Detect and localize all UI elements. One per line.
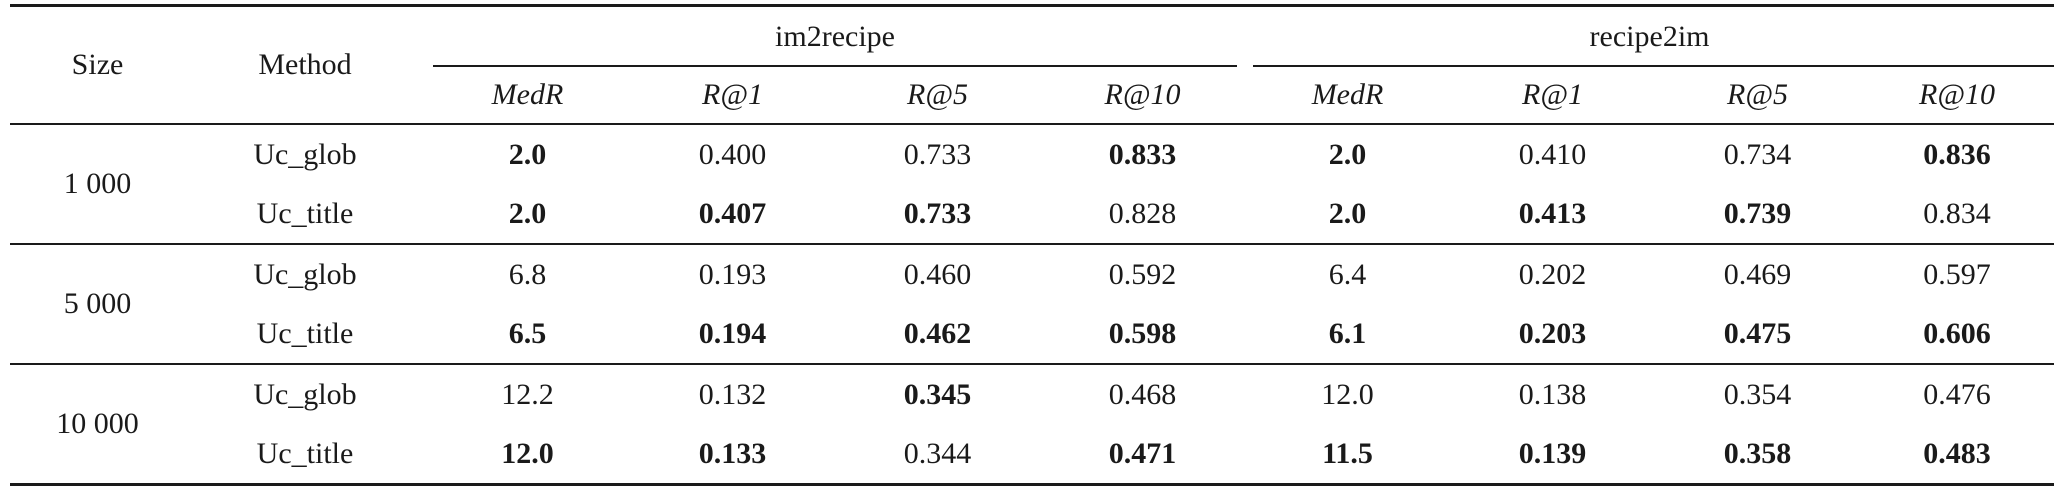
value-cell: 0.344 <box>835 424 1040 486</box>
value-cell: 0.358 <box>1655 424 1861 486</box>
value-cell: 0.834 <box>1860 184 2055 245</box>
header-metric: R@10 <box>1860 67 2055 125</box>
value-cell: 0.193 <box>698 257 767 291</box>
value-cell: 0.733 <box>835 184 1040 245</box>
value-cell: 6.5 <box>425 304 630 365</box>
value-cell: 2.0 <box>425 184 630 245</box>
value-cell: 6.1 <box>1245 304 1451 365</box>
method-cell: Uc_title <box>185 304 425 365</box>
value-cell: 0.354 <box>1723 377 1792 411</box>
table-row: Uc_title 12.0 0.133 0.344 0.471 11.5 0.139 0.35… <box>10 424 2055 486</box>
method-cell: Uc_title <box>185 424 425 486</box>
header-group-recipe2im: recipe2im <box>1245 4 2055 68</box>
value-cell: 12.0 <box>1321 377 1374 411</box>
value-cell: 0.598 <box>1040 304 1246 365</box>
value-cell: 0.400 <box>698 137 767 171</box>
table-row: 5 000 Uc_glob 6.8 0.193 0.460 0.592 6.4 0.202 0.… <box>10 244 2054 365</box>
value-cell: 6.8 <box>508 257 547 291</box>
header-metric: R@1 <box>1450 67 1656 125</box>
value-cell: 0.739 <box>1655 184 1861 245</box>
value-cell: 0.734 <box>1723 137 1792 171</box>
value-cell: 6.4 <box>1328 257 1367 291</box>
value-cell: 0.202 <box>1518 257 1587 291</box>
value-cell: 0.138 <box>1518 377 1587 411</box>
value-cell: 0.132 <box>698 377 767 411</box>
value-cell: 0.413 <box>1450 184 1656 245</box>
value-cell: 0.462 <box>835 304 1040 365</box>
value-cell: 0.836 <box>1923 137 1991 171</box>
header-method: Method <box>185 4 425 125</box>
table-row: Uc_title 2.0 0.407 0.733 0.828 2.0 0.413 0.739 0… <box>10 184 2055 245</box>
value-cell: 0.203 <box>1450 304 1656 365</box>
size-cell: 10 000 <box>10 364 185 486</box>
value-cell: 0.733 <box>903 137 972 171</box>
table-row: Uc_title 6.5 0.194 0.462 0.598 6.1 0.203 0.475 0… <box>10 304 2055 365</box>
value-cell: 0.468 <box>1108 377 1177 411</box>
value-cell: 0.345 <box>903 377 972 411</box>
method-cell: Uc_title <box>185 184 425 245</box>
value-cell: 0.407 <box>630 184 835 245</box>
header-metric: R@1 <box>630 67 835 125</box>
value-cell: 0.460 <box>903 257 972 291</box>
method-cell: Uc_glob <box>253 257 357 291</box>
table-body: 1 000 Uc_glob 2.0 0.400 0.733 0.833 2.0 0.410 0.… <box>10 124 2055 486</box>
header-group-im2recipe: im2recipe <box>425 4 1246 68</box>
table-row: 10 000 Uc_glob 12.2 0.132 0.345 0.468 12.0 0.13… <box>10 364 2054 486</box>
value-cell: 0.133 <box>630 424 835 486</box>
value-cell: 2.0 <box>1328 137 1367 171</box>
value-cell: 0.475 <box>1655 304 1861 365</box>
header-metric: MedR <box>1245 67 1451 125</box>
value-cell: 0.410 <box>1518 137 1587 171</box>
value-cell: 0.833 <box>1108 137 1177 171</box>
value-cell: 0.592 <box>1108 257 1177 291</box>
method-cell: Uc_glob <box>253 377 357 411</box>
value-cell: 0.483 <box>1860 424 2055 486</box>
results-table: Size Method im2recipe recipe2im MedR R@1… <box>10 4 2055 486</box>
size-cell: 1 000 <box>10 124 185 245</box>
header-metric: R@10 <box>1040 67 1246 125</box>
value-cell: 2.0 <box>508 137 547 171</box>
value-cell: 12.0 <box>425 424 630 486</box>
size-cell: 5 000 <box>10 244 185 365</box>
table-header: Size Method im2recipe recipe2im MedR R@1… <box>10 4 2055 125</box>
value-cell: 0.476 <box>1923 377 1991 411</box>
table-row: 1 000 Uc_glob 2.0 0.400 0.733 0.833 2.0 0.410 0.… <box>10 124 2054 245</box>
method-cell: Uc_glob <box>253 137 357 171</box>
value-cell: 0.597 <box>1923 257 1991 291</box>
value-cell: 11.5 <box>1245 424 1451 486</box>
value-cell: 0.606 <box>1860 304 2055 365</box>
header-size: Size <box>10 4 185 125</box>
value-cell: 2.0 <box>1245 184 1451 245</box>
header-metric: R@5 <box>835 67 1040 125</box>
header-metric: R@5 <box>1655 67 1861 125</box>
value-cell: 12.2 <box>501 377 554 411</box>
value-cell: 0.828 <box>1040 184 1246 245</box>
value-cell: 0.139 <box>1450 424 1656 486</box>
value-cell: 0.471 <box>1040 424 1246 486</box>
value-cell: 0.469 <box>1723 257 1792 291</box>
header-metric: MedR <box>425 67 630 125</box>
value-cell: 0.194 <box>630 304 835 365</box>
